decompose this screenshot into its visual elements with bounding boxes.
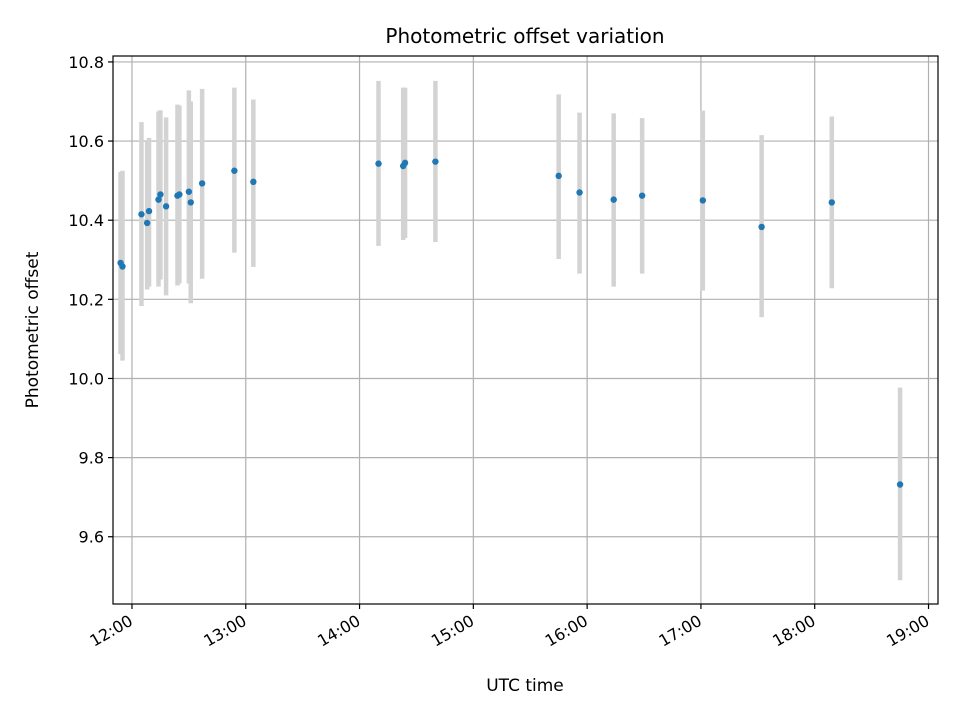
data-point xyxy=(198,180,206,187)
y-tick-label: 10.2 xyxy=(68,290,104,309)
data-point xyxy=(231,167,238,174)
data-points xyxy=(117,158,904,488)
data-point xyxy=(250,178,257,186)
chart-title: Photometric offset variation xyxy=(385,24,664,48)
y-axis: 9.6 9.8 10.0 10.2 10.4 10.6 10.8 xyxy=(68,53,113,547)
data-point xyxy=(638,192,646,199)
y-axis-label: Photometric offset xyxy=(23,251,43,408)
y-tick-label: 10.6 xyxy=(68,132,104,151)
data-point xyxy=(185,188,193,195)
data-point xyxy=(432,158,439,165)
data-point xyxy=(401,159,409,167)
y-tick-label: 10.0 xyxy=(68,369,104,388)
data-point xyxy=(896,481,904,488)
data-point xyxy=(375,160,382,167)
data-point xyxy=(555,172,562,180)
data-point xyxy=(828,199,835,206)
data-point xyxy=(138,211,145,218)
data-point xyxy=(157,191,164,198)
data-point xyxy=(576,189,583,196)
data-point xyxy=(187,199,194,206)
data-point xyxy=(176,191,183,198)
data-point xyxy=(143,219,151,227)
y-tick-label: 10.8 xyxy=(68,53,104,72)
y-tick-label: 9.8 xyxy=(79,449,104,468)
x-axis-label: UTC time xyxy=(486,676,564,696)
data-point xyxy=(119,263,126,270)
data-point xyxy=(758,223,765,231)
data-point xyxy=(155,196,162,203)
data-point xyxy=(699,197,707,204)
y-tick-label: 9.6 xyxy=(79,528,104,547)
y-tick-label: 10.4 xyxy=(68,211,104,230)
data-point xyxy=(145,207,153,215)
data-point xyxy=(610,196,617,203)
plot-frame xyxy=(112,55,939,605)
data-point xyxy=(162,203,170,210)
